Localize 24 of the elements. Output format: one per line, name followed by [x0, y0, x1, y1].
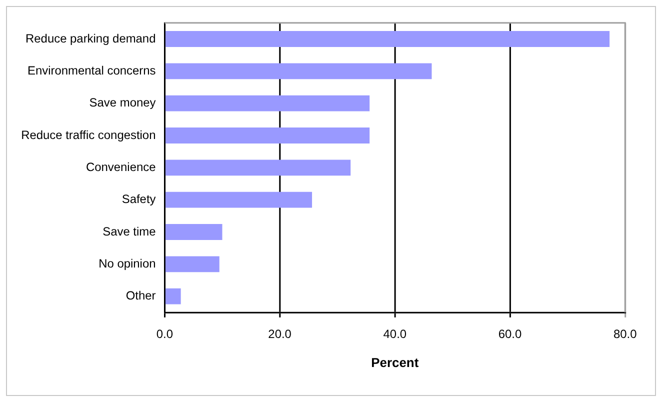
- x-tick-label: 0.0: [156, 326, 174, 341]
- y-tick-label: Save time: [102, 224, 156, 238]
- y-tick-label: No opinion: [98, 256, 156, 270]
- bar: [165, 192, 312, 208]
- bar: [165, 128, 370, 144]
- bar: [165, 256, 220, 272]
- y-tick-label: Safety: [122, 192, 156, 206]
- bar: [165, 224, 222, 240]
- bar: [165, 288, 181, 304]
- x-tick-label: 60.0: [498, 326, 522, 341]
- x-axis-title: Percent: [371, 354, 420, 370]
- bar: [165, 95, 370, 112]
- y-tick-label: Save money: [89, 96, 156, 110]
- y-tick-label: Environmental concerns: [28, 63, 156, 78]
- x-tick-label: 40.0: [383, 326, 407, 341]
- x-tick-label: 80.0: [613, 326, 638, 341]
- y-tick-label: Convenience: [86, 160, 156, 174]
- bar: [165, 31, 610, 47]
- x-tick-label: 20.0: [268, 326, 292, 341]
- bar: [165, 160, 351, 176]
- y-tick-label: Other: [126, 288, 156, 303]
- y-tick-label: Reduce parking demand: [26, 31, 156, 46]
- bar: [165, 63, 432, 80]
- y-tick-label: Reduce traffic congestion: [21, 128, 156, 142]
